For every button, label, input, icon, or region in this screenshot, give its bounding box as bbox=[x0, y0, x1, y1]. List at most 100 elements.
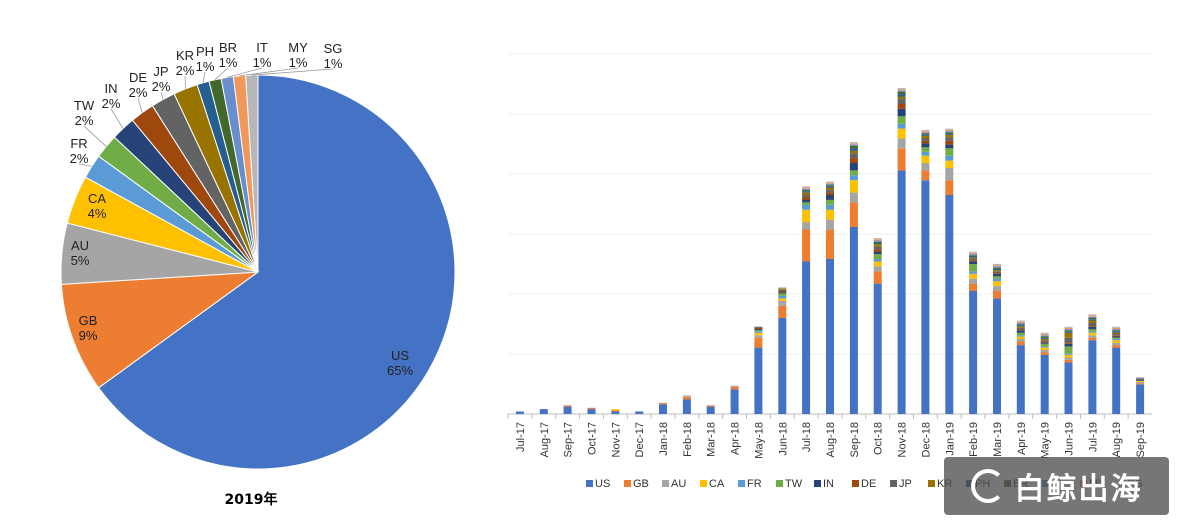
legend-swatch bbox=[814, 480, 821, 487]
bar-segment-de-sep-18 bbox=[849, 158, 858, 163]
bar-segment-in-aug-18 bbox=[826, 195, 834, 200]
bar-segment-ph-jun-19 bbox=[1064, 331, 1073, 333]
bar-segment-tw-jun-18 bbox=[778, 293, 787, 296]
bar-segment-sg-jul-18 bbox=[802, 186, 811, 188]
bar-segment-jp-jun-18 bbox=[778, 289, 787, 291]
bar-segment-ph-sep-18 bbox=[849, 148, 858, 151]
leader-line-fr bbox=[78, 163, 92, 167]
legend-label: CA bbox=[709, 478, 725, 490]
bar-segment-br-aug-19 bbox=[1112, 330, 1121, 332]
bar-segment-ph-nov-18 bbox=[897, 94, 906, 97]
pie-value-gb: 9% bbox=[79, 328, 98, 343]
bar-segment-ca-feb-19 bbox=[969, 273, 978, 279]
bar-segment-it-aug-19 bbox=[1112, 329, 1121, 331]
bar-segment-in-sep-18 bbox=[849, 163, 858, 171]
pie-value-kr: 2% bbox=[176, 63, 195, 78]
x-tick-label: Mar-18 bbox=[706, 422, 718, 457]
legend-item-jp: JP bbox=[890, 478, 912, 490]
bar-segment-de-nov-18 bbox=[897, 104, 906, 109]
bar-segment-de-dec-18 bbox=[921, 140, 930, 144]
bar-segment-my-jun-19 bbox=[1064, 327, 1073, 330]
bar-segment-sg-jul-19 bbox=[1088, 314, 1097, 316]
bar-segment-us-jan-19 bbox=[945, 195, 954, 414]
bar-segment-de-jan-19 bbox=[945, 140, 954, 145]
pie-label-jp: JP bbox=[153, 64, 168, 79]
bar-segment-sg-mar-19 bbox=[993, 263, 1001, 266]
legend-label: US bbox=[595, 478, 610, 490]
bar-segment-gb-sep-17 bbox=[563, 405, 572, 407]
legend-item-de: DE bbox=[852, 478, 876, 490]
pie-value-tw: 2% bbox=[75, 113, 94, 128]
bar-segment-de-jul-18 bbox=[802, 197, 811, 200]
bar-segment-us-jul-19 bbox=[1088, 340, 1097, 414]
bar-segment-br-mar-19 bbox=[993, 267, 1001, 269]
bar-segment-sg-feb-19 bbox=[969, 251, 978, 253]
pie-label-tw: TW bbox=[74, 98, 95, 113]
bar-segment-gb-apr-18 bbox=[730, 386, 739, 390]
pie-label-fr: FR bbox=[70, 136, 87, 151]
bar-segment-tw-may-19 bbox=[1040, 343, 1049, 347]
bar-segment-gb-dec-18 bbox=[921, 170, 930, 181]
legend-swatch bbox=[700, 480, 707, 487]
bar-segment-it-jan-19 bbox=[945, 131, 954, 133]
legend-swatch bbox=[928, 480, 935, 487]
bar-segment-au-may-19 bbox=[1040, 350, 1049, 353]
pie-value-jp: 2% bbox=[152, 79, 171, 94]
bar-segment-br-sep-18 bbox=[849, 145, 858, 149]
pie-label-in: IN bbox=[105, 81, 118, 96]
bar-segment-us-apr-18 bbox=[730, 389, 739, 414]
pie-chart: US65%GB9%AU5%CA4%FR2%TW2%IN2%DE2%JP2%KR2… bbox=[60, 40, 456, 508]
bar-segment-it-aug-18 bbox=[826, 184, 834, 186]
bar-segment-ca-may-19 bbox=[1040, 347, 1049, 351]
legend-label: IN bbox=[823, 478, 834, 490]
legend-item-tw: TW bbox=[776, 478, 803, 490]
bar-segment-gb-apr-19 bbox=[1016, 341, 1025, 346]
bar-segment-jp-apr-19 bbox=[1016, 327, 1025, 330]
legend-label: TW bbox=[785, 478, 803, 490]
legend-item-gb: GB bbox=[624, 478, 649, 490]
bar-segment-jp-jul-19 bbox=[1088, 323, 1097, 326]
bar-segment-kr-aug-19 bbox=[1112, 332, 1121, 334]
bar-segment-ph-aug-19 bbox=[1112, 331, 1121, 333]
bar-segment-jp-mar-19 bbox=[993, 271, 1001, 273]
bar-segment-kr-oct-18 bbox=[873, 244, 882, 247]
bar-segment-ca-sep-18 bbox=[849, 180, 858, 193]
x-tick-label: Nov-18 bbox=[897, 422, 909, 457]
bar-segment-tw-dec-18 bbox=[921, 147, 930, 152]
bar-segment-tw-feb-19 bbox=[969, 263, 978, 272]
bar-segment-it-may-19 bbox=[1040, 335, 1049, 337]
bar-segment-ca-dec-18 bbox=[921, 155, 930, 164]
bar-segment-my-aug-19 bbox=[1112, 327, 1121, 330]
bar-segment-ph-aug-18 bbox=[826, 186, 834, 188]
legend-item-in: IN bbox=[814, 478, 834, 490]
bar-segment-in-apr-19 bbox=[1016, 330, 1025, 333]
bar-segment-jp-jan-19 bbox=[945, 137, 954, 141]
bar-segment-my-jul-18 bbox=[802, 187, 811, 189]
x-tick-label: Oct-18 bbox=[873, 422, 885, 455]
bar-segment-br-aug-18 bbox=[826, 185, 834, 187]
bar-segment-kr-apr-19 bbox=[1016, 326, 1025, 328]
bar-segment-tw-sep-18 bbox=[849, 170, 858, 176]
bar-segment-kr-jun-18 bbox=[778, 288, 787, 290]
bar-segment-fr-aug-18 bbox=[826, 204, 834, 210]
bar-segment-fr-sep-18 bbox=[849, 175, 858, 181]
bar-segment-kr-jul-19 bbox=[1088, 320, 1097, 323]
bar-segment-ca-sep-19 bbox=[1136, 380, 1145, 382]
x-tick-label: Sep-19 bbox=[1135, 422, 1147, 457]
pie-label-kr: KR bbox=[176, 48, 194, 63]
bar-segment-de-feb-19 bbox=[969, 260, 978, 262]
bar-segment-it-dec-18 bbox=[921, 132, 930, 134]
bar-segment-us-feb-19 bbox=[969, 291, 978, 414]
bar-segment-sg-jun-19 bbox=[1064, 326, 1073, 328]
x-tick-label: Mar-19 bbox=[992, 422, 1004, 457]
bar-segment-us-aug-18 bbox=[826, 259, 834, 414]
bar-segment-it-feb-19 bbox=[969, 254, 978, 256]
bar-segment-gb-may-18 bbox=[754, 337, 763, 348]
bar-segment-au-may-18 bbox=[754, 335, 763, 338]
x-tick-label: Apr-19 bbox=[1016, 422, 1028, 455]
bar-segment-in-oct-18 bbox=[873, 251, 882, 255]
bar-segment-in-jul-19 bbox=[1088, 326, 1097, 330]
bar-segment-sg-dec-18 bbox=[921, 129, 930, 131]
leader-line-in bbox=[110, 108, 124, 129]
x-tick-label: Dec-18 bbox=[920, 422, 932, 457]
